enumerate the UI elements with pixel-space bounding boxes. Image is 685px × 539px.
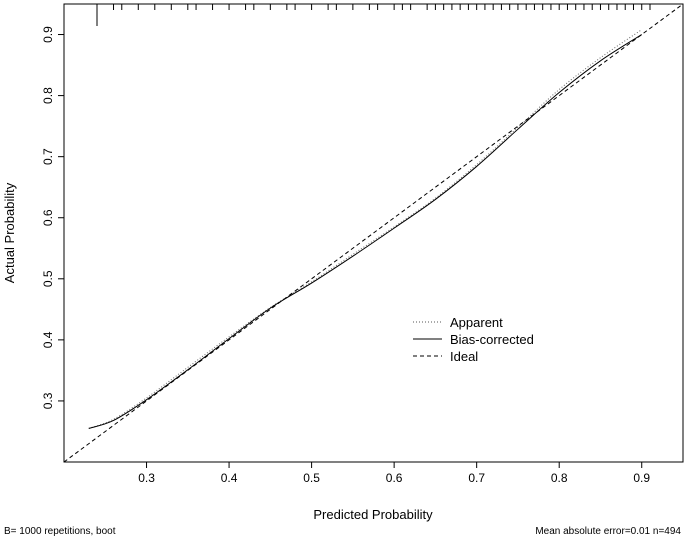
y-tick-label: 0.8 (41, 87, 55, 104)
legend: Apparent Bias-corrected Ideal (413, 315, 534, 364)
x-tick-label: 0.9 (633, 471, 650, 485)
footnote-right: Mean absolute error=0.01 n=494 (535, 526, 681, 537)
series-lines (63, 3, 684, 463)
x-tick-label: 0.8 (551, 471, 568, 485)
x-tick-label: 0.3 (138, 471, 155, 485)
x-tick-label: 0.4 (221, 471, 238, 485)
apparent-line (88, 29, 643, 429)
x-tick-label: 0.5 (303, 471, 320, 485)
legend-bias-corrected-label: Bias-corrected (450, 332, 534, 347)
y-axis: 0.3 0.4 0.5 0.6 0.7 0.8 0.9 (41, 26, 64, 409)
footnote-left: B= 1000 repetitions, boot (4, 526, 116, 537)
plot-frame (63, 3, 684, 463)
x-tick-label: 0.7 (468, 471, 485, 485)
ideal-line (63, 3, 684, 463)
bias-corrected-line (88, 34, 643, 429)
y-tick-label: 0.5 (41, 270, 55, 287)
y-tick-label: 0.3 (41, 392, 55, 409)
y-axis-title: Actual Probability (2, 182, 17, 283)
y-tick-label: 0.9 (41, 26, 55, 43)
rug-marks (96, 4, 651, 26)
x-axis-title: Predicted Probability (313, 507, 433, 522)
y-tick-label: 0.6 (41, 209, 55, 226)
x-tick-label: 0.6 (386, 471, 403, 485)
x-axis: 0.3 0.4 0.5 0.6 0.7 0.8 0.9 (138, 462, 650, 485)
legend-apparent-label: Apparent (450, 315, 503, 330)
legend-ideal-label: Ideal (450, 349, 478, 364)
y-tick-label: 0.4 (41, 331, 55, 348)
y-tick-label: 0.7 (41, 148, 55, 165)
